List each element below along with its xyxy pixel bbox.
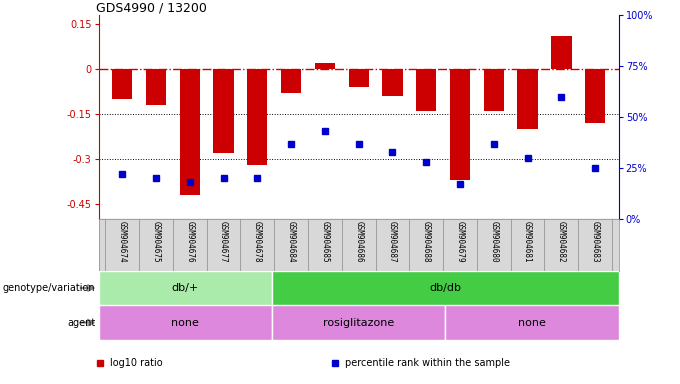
Bar [315, 63, 335, 69]
Text: GSM904682: GSM904682 [557, 222, 566, 263]
Text: GSM904681: GSM904681 [523, 222, 532, 263]
Bar [112, 69, 133, 99]
Bar [551, 36, 571, 69]
Text: agent: agent [67, 318, 95, 328]
Bar [517, 69, 538, 129]
Text: GSM904676: GSM904676 [186, 222, 194, 263]
Text: GSM904688: GSM904688 [422, 222, 430, 263]
Text: GSM904678: GSM904678 [253, 222, 262, 263]
Bar [180, 69, 200, 195]
Text: db/+: db/+ [171, 283, 199, 293]
Bar [99, 271, 272, 305]
Text: GSM904679: GSM904679 [456, 222, 464, 263]
Text: GSM904675: GSM904675 [152, 222, 160, 263]
Text: GSM904677: GSM904677 [219, 222, 228, 263]
Bar [146, 69, 166, 105]
Bar [483, 69, 504, 111]
Bar [450, 69, 470, 180]
Text: GSM904687: GSM904687 [388, 222, 397, 263]
Text: log10 ratio: log10 ratio [110, 358, 163, 368]
Bar [248, 69, 267, 165]
Text: none: none [171, 318, 199, 328]
Text: genotype/variation: genotype/variation [3, 283, 95, 293]
Text: GSM904685: GSM904685 [320, 222, 329, 263]
Bar [445, 305, 619, 340]
Bar [281, 69, 301, 93]
Text: GSM904683: GSM904683 [591, 222, 600, 263]
Text: GSM904684: GSM904684 [287, 222, 296, 263]
Text: GDS4990 / 13200: GDS4990 / 13200 [96, 1, 207, 14]
Bar [349, 69, 369, 87]
Text: GSM904674: GSM904674 [118, 222, 126, 263]
Text: rosiglitazone: rosiglitazone [323, 318, 394, 328]
Bar [272, 305, 445, 340]
Text: percentile rank within the sample: percentile rank within the sample [345, 358, 511, 368]
Text: GSM904686: GSM904686 [354, 222, 363, 263]
Bar [214, 69, 234, 153]
Text: none: none [518, 318, 546, 328]
Text: db/db: db/db [429, 283, 462, 293]
Text: GSM904680: GSM904680 [490, 222, 498, 263]
Bar [272, 271, 619, 305]
Bar [382, 69, 403, 96]
Bar [99, 305, 272, 340]
Bar [585, 69, 605, 123]
Bar [416, 69, 437, 111]
